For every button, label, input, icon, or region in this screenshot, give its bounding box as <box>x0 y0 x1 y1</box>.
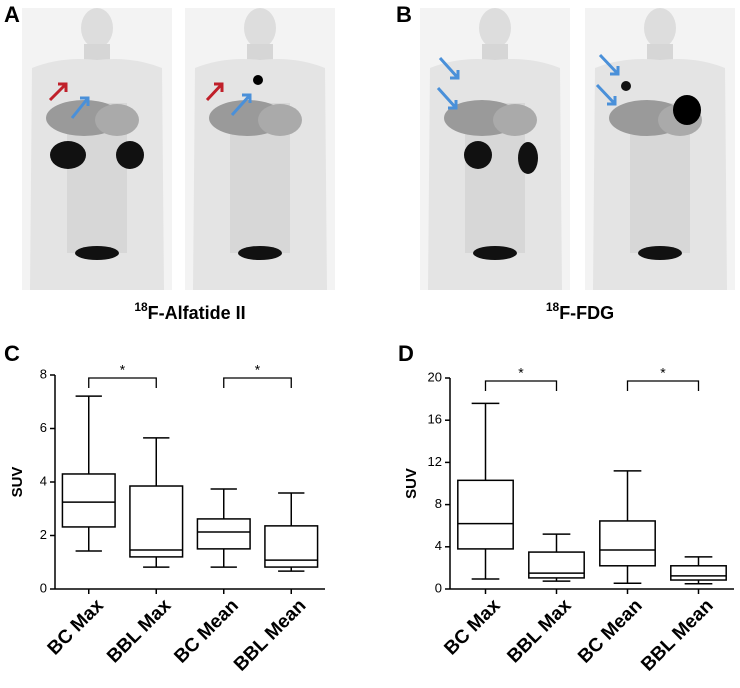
kidney <box>50 141 86 169</box>
chart-title: 18F-FDG <box>546 300 614 323</box>
x-tick-label: BBL Max <box>103 595 175 667</box>
y-tick-label: 0 <box>40 580 47 595</box>
y-tick-label: 0 <box>435 580 442 595</box>
y-tick-label: 12 <box>428 454 442 469</box>
y-tick-label: 4 <box>40 473 47 488</box>
box <box>670 565 727 581</box>
x-tick-label: BBL Max <box>503 595 575 667</box>
pet-image <box>185 8 335 290</box>
box <box>129 485 184 558</box>
panel-label: D <box>398 341 414 366</box>
significance-label: * <box>660 365 666 381</box>
significance-bracket <box>88 377 157 388</box>
y-tick-label: 2 <box>40 527 47 542</box>
y-tick-label: 6 <box>40 420 47 435</box>
lesion <box>621 81 631 91</box>
significance-bracket <box>626 380 700 391</box>
chart-title: 18F-Alfatide II <box>134 300 245 323</box>
y-axis-label: SUV <box>9 467 26 498</box>
significance-bracket <box>484 380 558 391</box>
box <box>599 520 656 567</box>
significance-label: * <box>120 362 126 378</box>
pet-image <box>22 8 172 290</box>
significance-bracket <box>223 377 292 388</box>
box <box>528 551 585 579</box>
kidney <box>518 142 538 174</box>
title-name: F-FDG <box>559 303 614 323</box>
panel-label: B <box>396 2 412 27</box>
pet-images <box>22 8 735 290</box>
panel-label: C <box>4 341 20 366</box>
x-tick-label: BBL Mean <box>230 595 310 675</box>
x-tick-label: BC Mean <box>170 595 242 667</box>
significance-label: * <box>518 365 524 381</box>
y-tick-label: 8 <box>435 496 442 511</box>
pet-image <box>585 8 735 290</box>
x-tick-label: BBL Mean <box>637 595 717 675</box>
box <box>61 473 116 528</box>
title-isotope: 18 <box>546 300 560 314</box>
y-tick-label: 20 <box>428 369 442 384</box>
x-tick-label: BC Max <box>44 595 108 659</box>
y-tick-label: 4 <box>435 538 442 553</box>
panel-label: A <box>4 2 20 27</box>
lesion <box>253 75 263 85</box>
box <box>196 518 251 550</box>
y-axis-label: SUV <box>403 468 420 499</box>
kidney <box>464 141 492 169</box>
arrows <box>48 53 620 119</box>
x-tick-label: BC Max <box>440 595 504 659</box>
title-name: F-Alfatide II <box>148 303 246 323</box>
title-isotope: 18 <box>134 300 148 314</box>
x-tick-label: BC Mean <box>574 595 646 667</box>
pet-image <box>420 8 570 290</box>
y-tick-label: 8 <box>40 366 47 381</box>
lesion <box>673 95 701 125</box>
box <box>264 525 319 568</box>
kidney <box>116 141 144 169</box>
significance-label: * <box>255 362 261 378</box>
box <box>457 479 514 550</box>
y-tick-label: 16 <box>428 412 442 427</box>
